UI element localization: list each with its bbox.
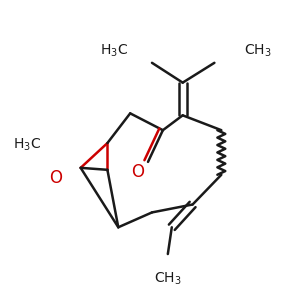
Text: O: O	[50, 169, 62, 187]
Text: CH$_3$: CH$_3$	[244, 43, 272, 59]
Text: H$_3$C: H$_3$C	[100, 43, 128, 59]
Text: H$_3$C: H$_3$C	[13, 137, 41, 153]
Text: CH$_3$: CH$_3$	[154, 271, 182, 287]
Text: O: O	[132, 163, 145, 181]
